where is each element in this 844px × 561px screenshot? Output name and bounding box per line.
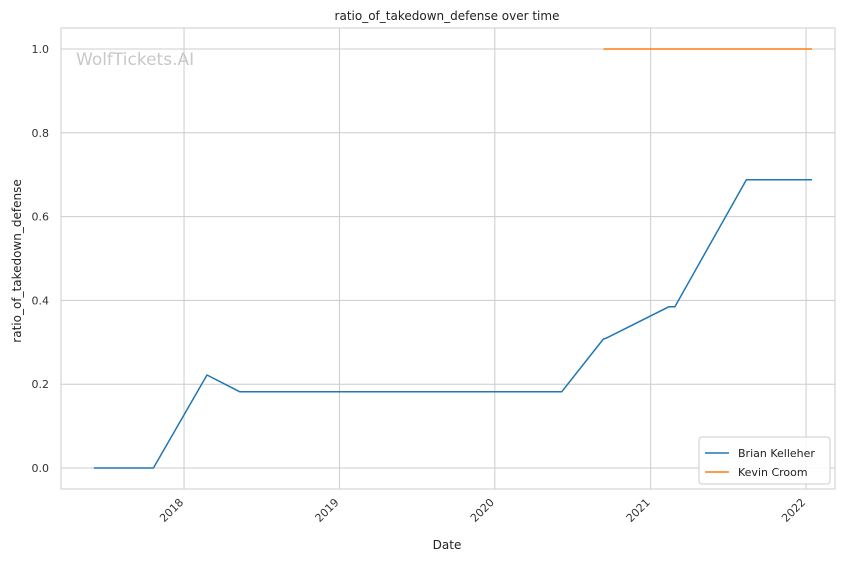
legend: Brian Kelleher Kevin Croom [698,436,831,485]
grid [61,28,835,489]
y-axis-ticks: 0.0 0.2 0.4 0.6 0.8 1.0 [32,43,50,475]
legend-label-1: Kevin Croom [738,466,808,479]
chart-title: ratio_of_takedown_defense over time [335,9,560,23]
legend-label-0: Brian Kelleher [738,447,815,460]
x-axis-label: Date [433,538,462,552]
y-axis-label: ratio_of_takedown_defense [10,179,24,342]
y-tick-label: 0.0 [32,462,50,475]
watermark: WolfTickets.AI [76,50,194,70]
plot-area [60,27,836,490]
y-tick-label: 0.4 [32,294,50,307]
legend-box [698,436,831,485]
series-layer [93,48,812,469]
y-tick-label: 0.2 [32,378,50,391]
y-tick-label: 1.0 [32,43,50,56]
y-tick-label: 0.8 [32,127,50,140]
y-tick-label: 0.6 [32,211,50,224]
series-line-0 [93,178,812,469]
